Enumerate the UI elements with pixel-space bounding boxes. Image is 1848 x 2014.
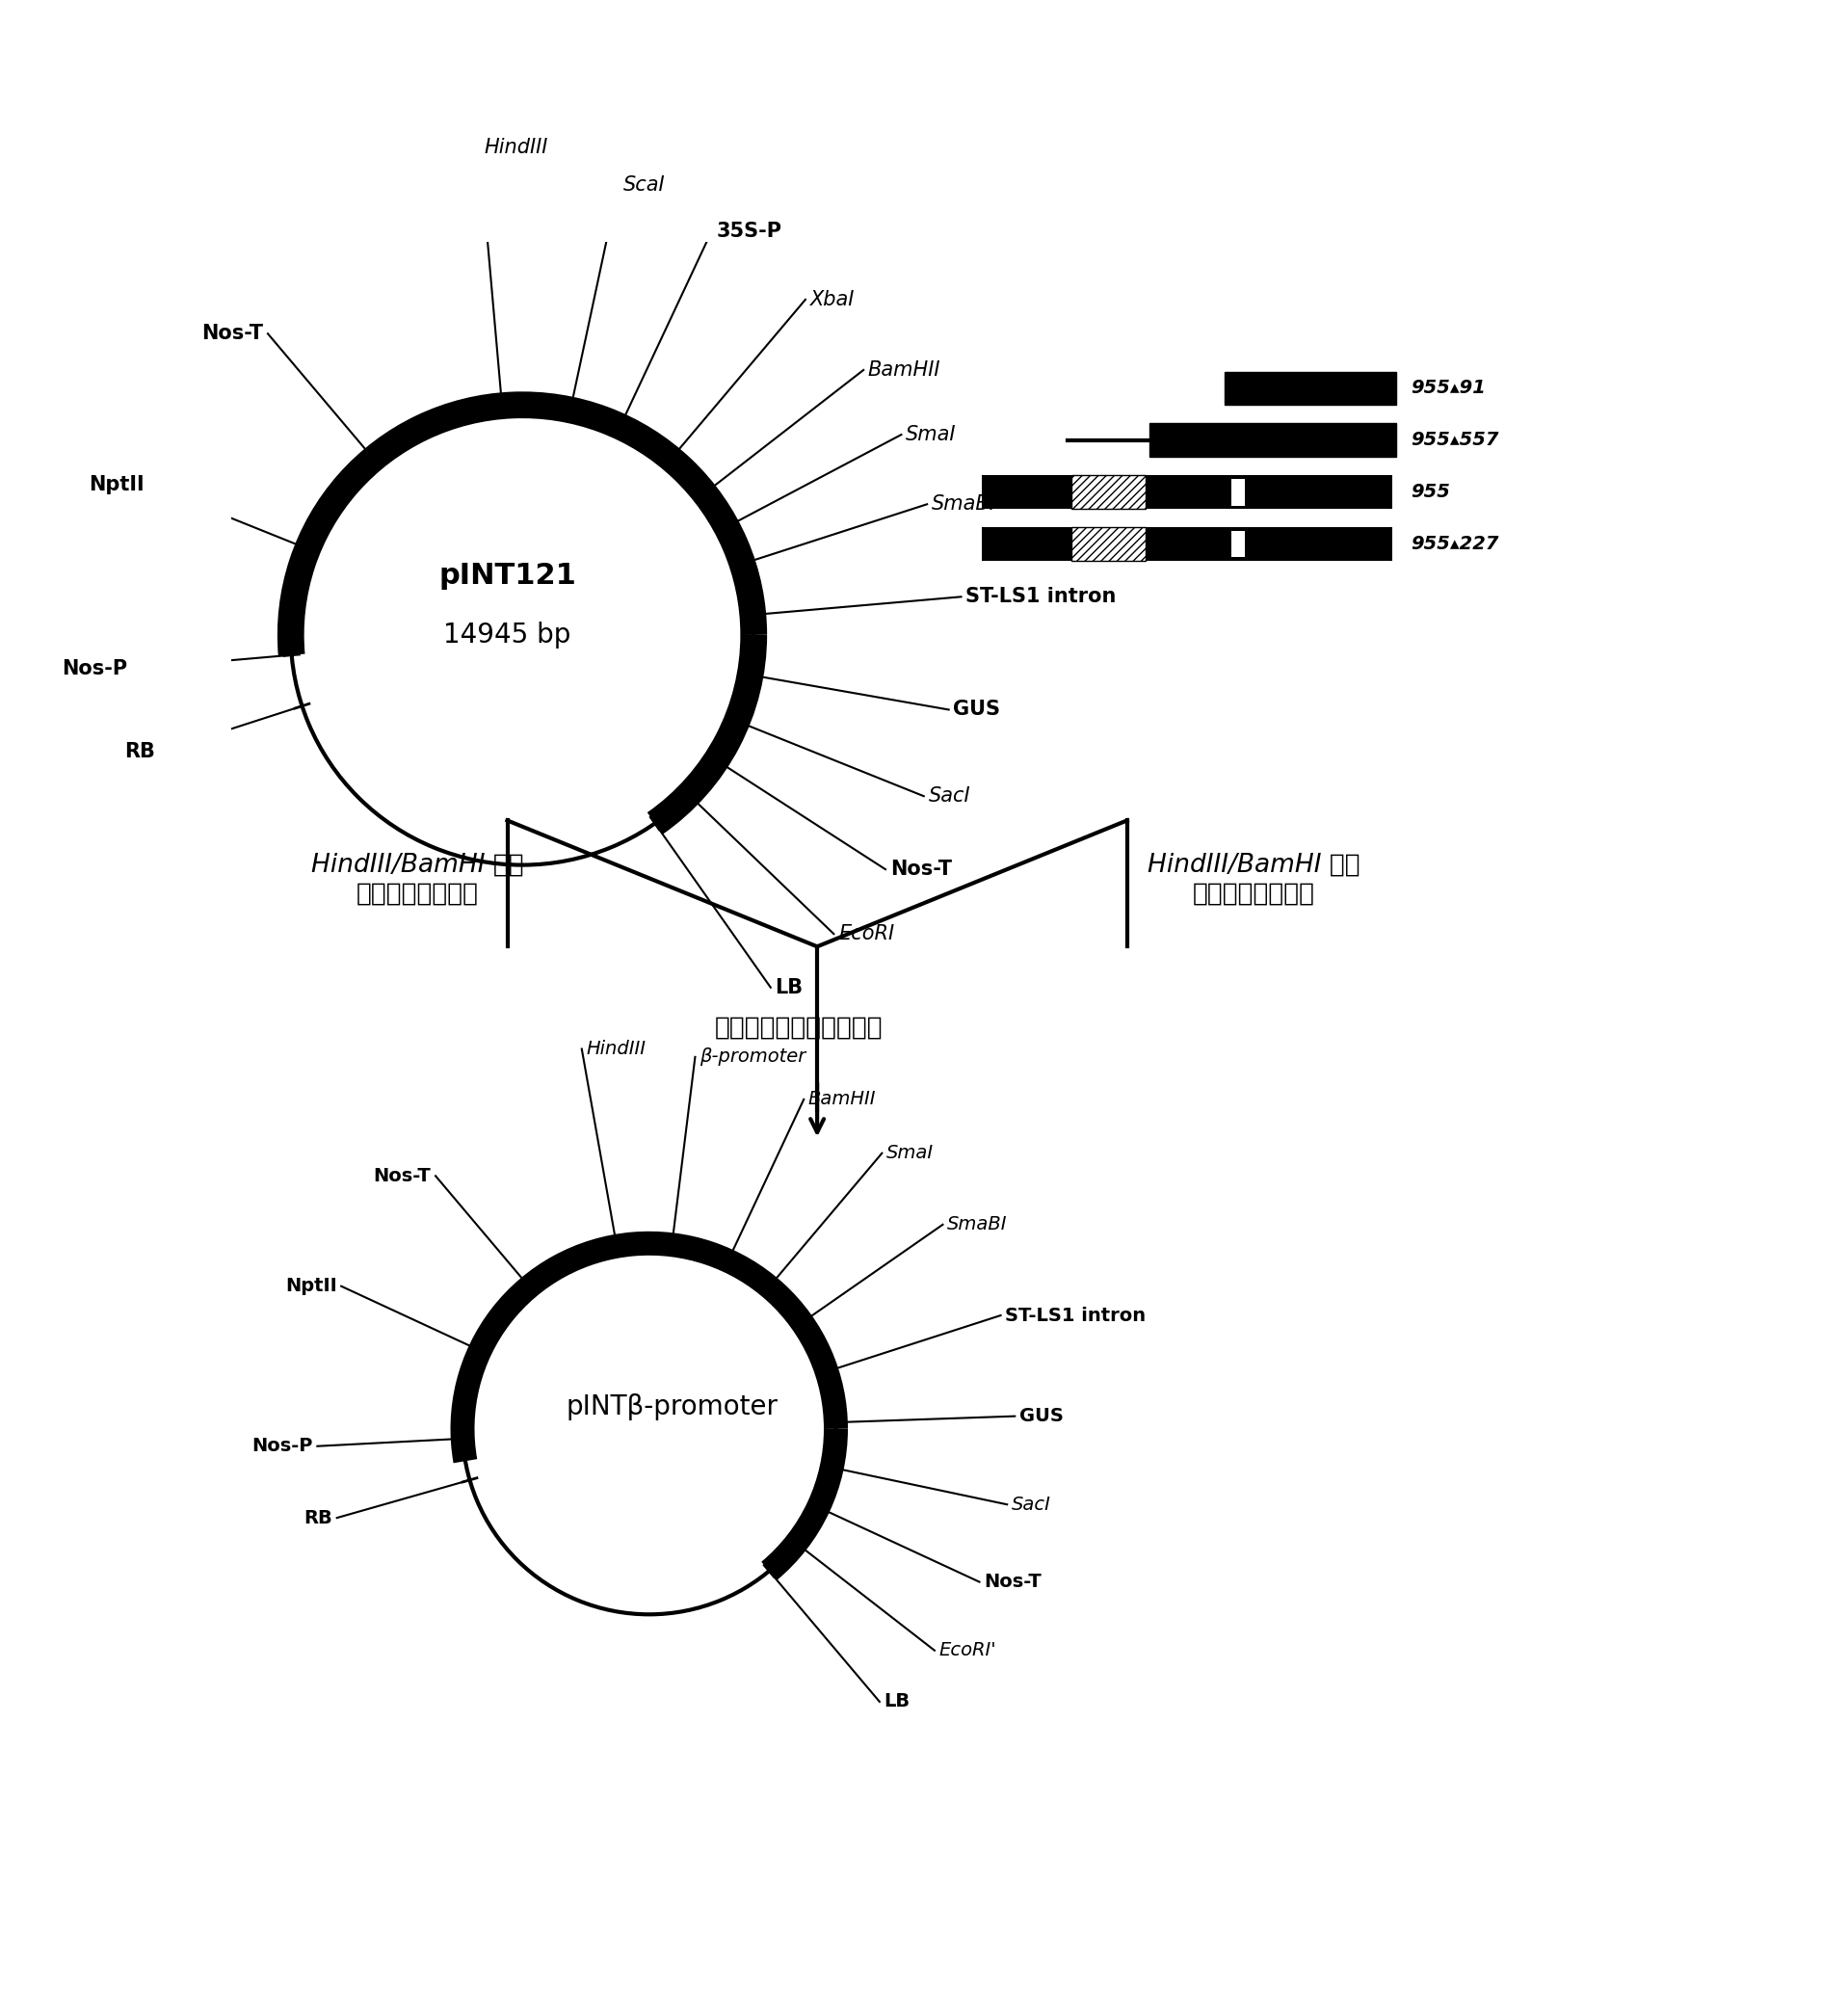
Text: Nos-T: Nos-T — [373, 1166, 431, 1184]
Text: BamHII: BamHII — [808, 1090, 876, 1108]
Bar — [1231, 530, 1246, 558]
Text: Nos-T: Nos-T — [201, 324, 264, 342]
Bar — [1149, 423, 1395, 457]
Text: RB: RB — [126, 743, 155, 761]
Text: Nos-P: Nos-P — [61, 659, 128, 679]
Text: HindIII/BamHⅠ 双酶
切后产生载体片段: HindIII/BamHⅠ 双酶 切后产生载体片段 — [312, 852, 525, 906]
Text: GUS: GUS — [1020, 1408, 1063, 1426]
Text: HindIII: HindIII — [586, 1039, 647, 1057]
Text: SacI: SacI — [928, 787, 970, 806]
Bar — [1072, 475, 1146, 510]
Text: 955▴91: 955▴91 — [1410, 379, 1486, 397]
Bar — [1146, 528, 1392, 560]
Text: Nos-T: Nos-T — [983, 1573, 1042, 1591]
Text: XbaI: XbaI — [809, 290, 854, 310]
Text: RB: RB — [303, 1508, 333, 1527]
Text: SmaI: SmaI — [906, 425, 957, 445]
Bar — [1072, 528, 1146, 560]
Text: NptII: NptII — [89, 475, 144, 495]
Text: SmaI: SmaI — [887, 1144, 933, 1162]
Text: 35S-P: 35S-P — [715, 222, 782, 242]
Text: 955: 955 — [1410, 483, 1451, 501]
Text: ST-LS1 intron: ST-LS1 intron — [1005, 1307, 1146, 1325]
Text: HindIII: HindIII — [484, 137, 547, 157]
Text: pINT121: pINT121 — [438, 562, 577, 590]
Text: 955▴227: 955▴227 — [1410, 536, 1499, 554]
Text: LB: LB — [774, 979, 804, 997]
Text: 14945 bp: 14945 bp — [444, 622, 571, 649]
Text: 目的片段与载体片段连接: 目的片段与载体片段连接 — [715, 1015, 883, 1041]
Text: Nos-T: Nos-T — [891, 860, 952, 878]
Text: LB: LB — [883, 1692, 911, 1710]
Text: ScaI: ScaI — [623, 175, 665, 195]
Bar — [981, 528, 1072, 560]
Bar — [1146, 475, 1392, 510]
Text: EcoRI': EcoRI' — [939, 1641, 996, 1660]
Text: SacI: SacI — [1011, 1494, 1052, 1515]
Text: β-promoter: β-promoter — [700, 1047, 806, 1065]
Text: BamHII: BamHII — [869, 361, 941, 379]
Text: EcoRI: EcoRI — [839, 924, 894, 943]
Text: GUS: GUS — [954, 701, 1000, 719]
Text: HindIII/BamHⅠ 双酶
切后产生目的片段: HindIII/BamHⅠ 双酶 切后产生目的片段 — [1148, 852, 1360, 906]
Text: SmaBI: SmaBI — [948, 1214, 1007, 1235]
Text: 955▴557: 955▴557 — [1410, 431, 1499, 449]
Text: NptII: NptII — [285, 1277, 336, 1295]
Text: SmaBI: SmaBI — [931, 495, 996, 514]
Bar — [1231, 479, 1246, 506]
Bar — [1223, 371, 1395, 405]
Text: Nos-P: Nos-P — [251, 1438, 312, 1456]
Text: pINTβ-promoter: pINTβ-promoter — [565, 1394, 778, 1420]
Text: ST-LS1 intron: ST-LS1 intron — [967, 588, 1116, 606]
Bar — [981, 475, 1072, 510]
